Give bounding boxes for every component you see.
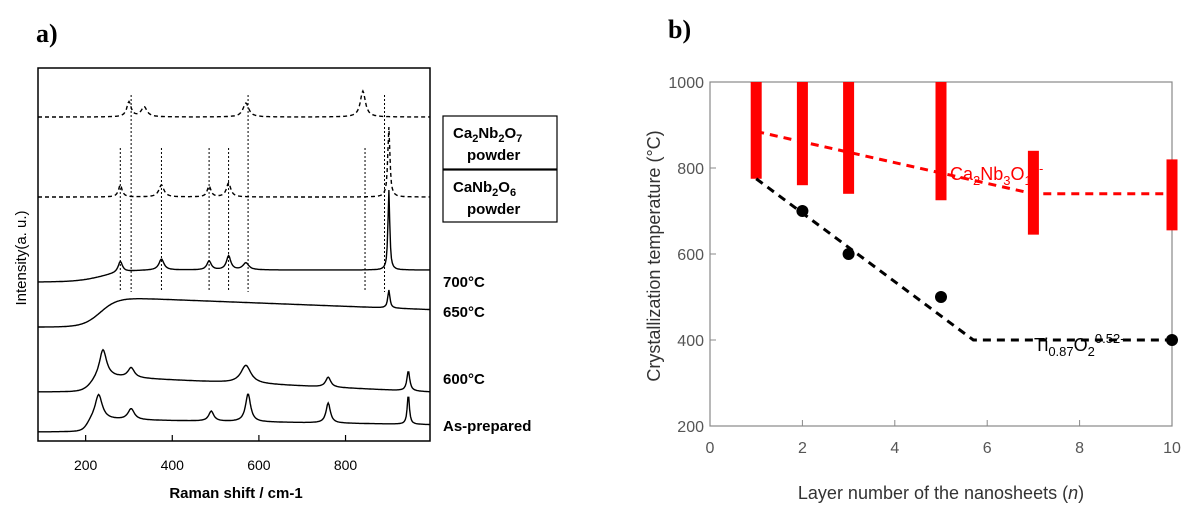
range-bar — [750, 82, 762, 179]
legend-formula: CaNb2O6 — [453, 179, 516, 199]
x-tick-label: 0 — [706, 440, 715, 457]
formula-part: O — [1011, 164, 1025, 184]
spectrum-0 — [38, 89, 430, 118]
spectrum-4 — [38, 348, 430, 393]
spectrum-2 — [38, 189, 430, 283]
data-point — [1166, 334, 1178, 346]
panel-b-label: b) — [668, 15, 691, 44]
spectrum-1 — [38, 126, 430, 198]
x-tick-label: 8 — [1075, 440, 1084, 457]
series-ti087o2 — [755, 177, 1178, 346]
label-650c: 650°C — [443, 304, 485, 321]
label-700c: 700°C — [443, 274, 485, 291]
xlabel-close: ) — [1078, 483, 1084, 503]
x-tick-label: 10 — [1163, 440, 1181, 457]
trend-line-red — [755, 129, 1172, 196]
formula-part: Ti — [1034, 335, 1048, 355]
range-bar — [796, 82, 808, 186]
formula-sub: 2 — [472, 133, 478, 145]
range-bar — [1166, 159, 1178, 231]
panel-a-label: a) — [36, 19, 58, 48]
formula-sub: 10 — [1025, 173, 1039, 188]
formula-sub: 2 — [492, 187, 498, 199]
raman-x-axis-label: Raman shift / cm-1 — [169, 485, 302, 502]
formula-sub: 6 — [510, 187, 516, 199]
legend-sub: powder — [467, 147, 520, 164]
legend-ca2nb2o7: Ca2Nb2O7 powder — [442, 115, 558, 170]
formula-part: Nb — [478, 125, 498, 142]
formula-sup: 0.52- — [1095, 331, 1125, 346]
x-tick-label: 600 — [247, 457, 271, 473]
legend-sub: powder — [467, 201, 520, 218]
x-tick-label: 4 — [890, 440, 899, 457]
x-tick-label: 400 — [161, 457, 185, 473]
data-point — [935, 291, 947, 303]
label-as-prepared: As-prepared — [443, 418, 531, 435]
formula-part: Ca — [453, 125, 473, 142]
raman-y-axis-label: Intensity(a. u.) — [13, 210, 30, 305]
crystallization-x-axis-label: Layer number of the nanosheets (n) — [798, 483, 1084, 503]
formula-sup: - — [1039, 161, 1043, 176]
raman-reference-lines — [119, 95, 386, 292]
range-bar — [843, 82, 855, 194]
xlabel-main: Layer number of the nanosheets ( — [798, 483, 1068, 503]
legend-formula: Ca2Nb2O7 — [453, 125, 522, 145]
formula-sub: 3 — [1003, 173, 1010, 188]
x-tick-label: 800 — [334, 457, 358, 473]
spectrum-3 — [38, 289, 430, 328]
formula-sub: 2 — [973, 173, 980, 188]
formula-part: Ca — [950, 164, 974, 184]
formula-sub: 0.87 — [1048, 344, 1073, 359]
range-bar — [935, 82, 947, 201]
raman-spectra — [38, 89, 430, 433]
raman-panel: 200 400 600 800 Raman shift / cm-1 Intensit… — [13, 67, 558, 502]
y-tick-label: 400 — [677, 333, 704, 350]
formula-part: O — [1074, 335, 1088, 355]
formula-sub: 7 — [516, 133, 522, 145]
label-600c: 600°C — [443, 371, 485, 388]
y-tick-label: 800 — [677, 161, 704, 178]
series-ca2nb3o10 — [750, 82, 1178, 235]
y-tick-label: 600 — [677, 247, 704, 264]
y-tick-label: 1000 — [668, 75, 704, 92]
legend-box — [442, 115, 558, 170]
formula-part: O — [498, 179, 510, 196]
y-tick-label: 200 — [677, 419, 704, 436]
raman-x-ticks: 200 400 600 800 — [74, 435, 357, 473]
crystallization-ticks: 0 2 4 6 8 10 200 400 600 800 1000 — [668, 75, 1181, 457]
label-ca2nb3o10: Ca2Nb3O10- — [950, 161, 1043, 188]
xlabel-n: n — [1068, 483, 1078, 503]
formula-sub: 2 — [1088, 344, 1095, 359]
range-bar — [1027, 150, 1039, 235]
x-tick-label: 6 — [983, 440, 992, 457]
crystallization-panel: 0 2 4 6 8 10 200 400 600 800 1000 Layer number of … — [644, 75, 1181, 503]
formula-part: Nb — [980, 164, 1003, 184]
legend-box — [442, 169, 558, 223]
data-point — [842, 248, 855, 260]
formula-part: CaNb — [453, 179, 492, 196]
legend-canb2o6: CaNb2O6 powder — [442, 169, 558, 223]
formula-part: O — [504, 125, 516, 142]
x-tick-label: 200 — [74, 457, 98, 473]
raman-plot-frame — [37, 67, 431, 442]
formula-sub: 2 — [498, 133, 504, 145]
x-tick-label: 2 — [798, 440, 807, 457]
label-ti087o2: Ti0.87O20.52- — [1034, 331, 1125, 359]
spectrum-5 — [38, 393, 430, 433]
crystallization-y-axis-label: Crystallization temperature (°C) — [644, 130, 664, 381]
trend-line-black — [755, 177, 1172, 342]
data-point — [796, 205, 809, 217]
